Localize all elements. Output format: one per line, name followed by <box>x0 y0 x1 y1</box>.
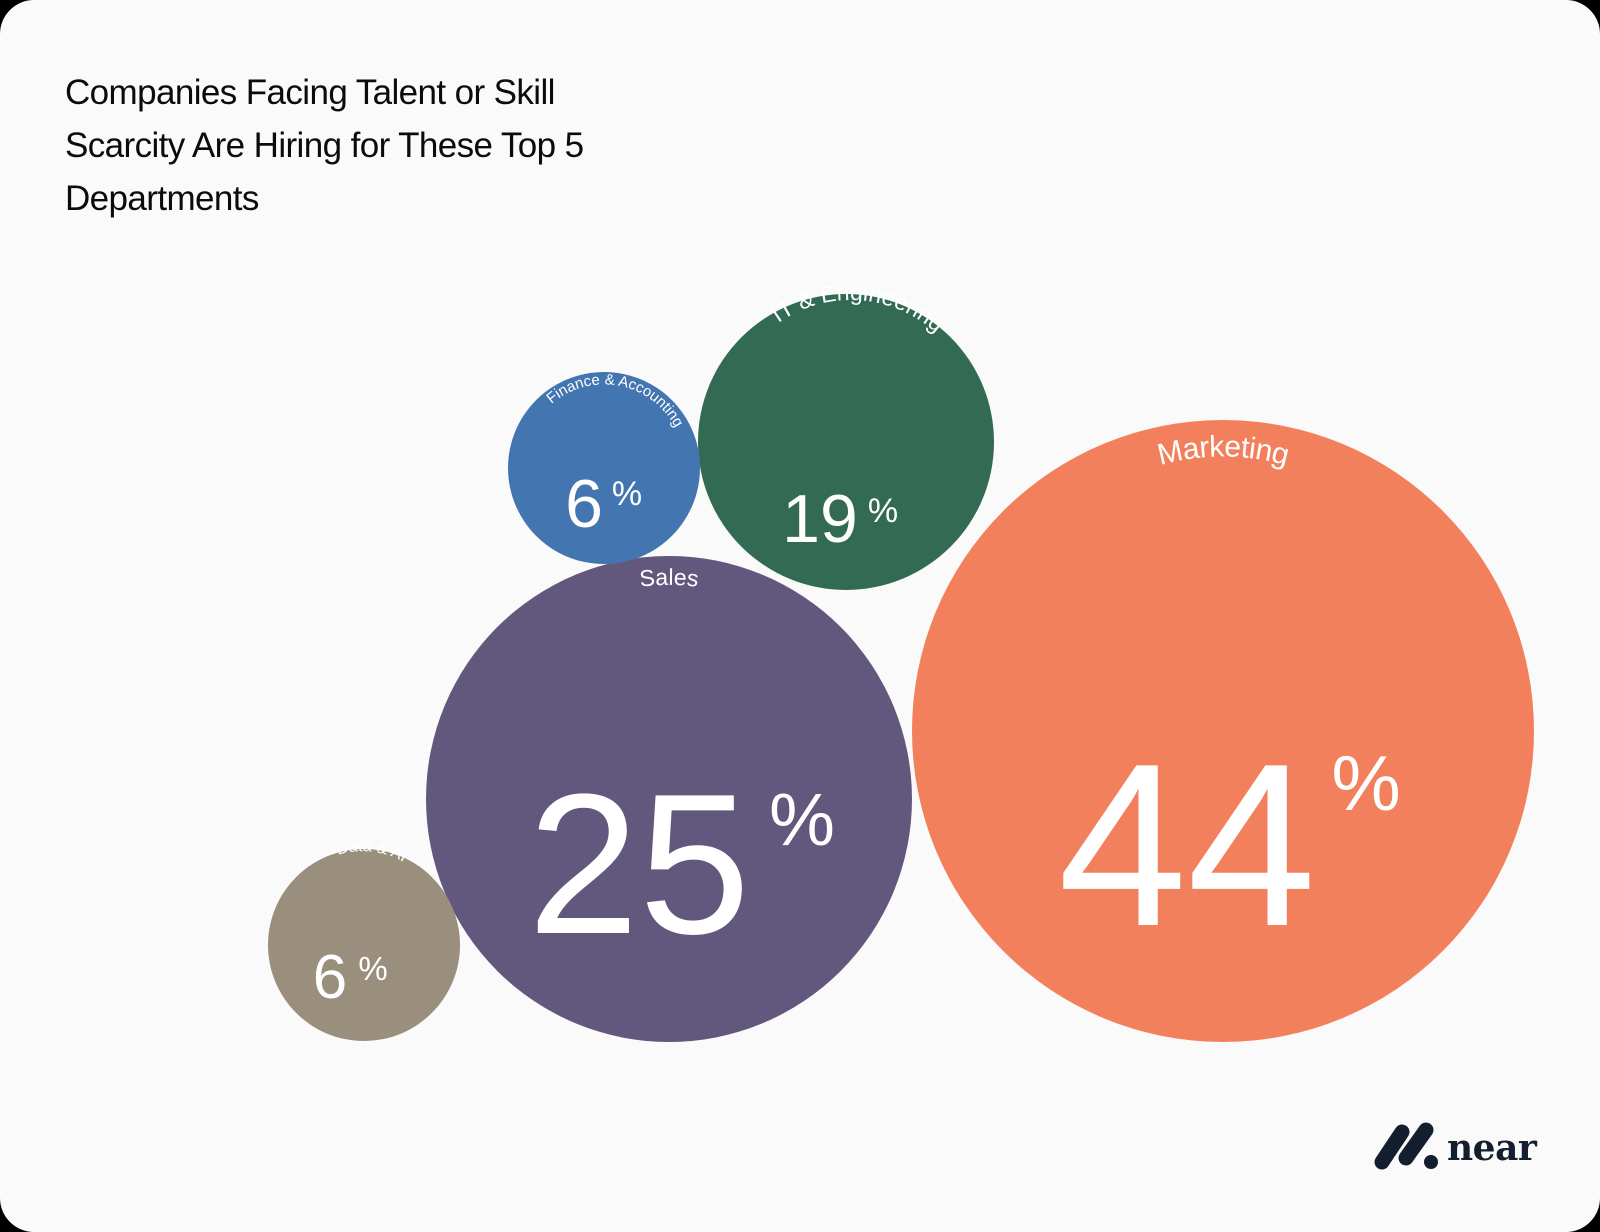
bubble-sales-label: Sales <box>638 564 700 592</box>
bubble-finance-accounting-value: 6 <box>565 466 603 542</box>
bubble-finance-accounting-unit: % <box>612 475 642 513</box>
bubble-marketing-circle <box>912 420 1534 1042</box>
near-logo-icon <box>1374 1122 1438 1170</box>
near-logo-text: near <box>1447 1127 1537 1169</box>
title-line-3: Departments <box>65 179 259 218</box>
bubble-sales-unit: % <box>769 778 835 861</box>
bubble-it-engineering-value: 19 <box>782 481 858 557</box>
chart-title: Companies Facing Talent or Skill Scarcit… <box>65 66 705 225</box>
bubble-sales-value: 25 <box>528 753 750 976</box>
bubble-finance-accounting-circle <box>508 372 700 564</box>
bubble-marketing: Marketing 44 % <box>912 420 1534 1042</box>
bubble-sales-circle <box>426 556 912 1042</box>
title-line-2: Scarcity Are Hiring for These Top 5 <box>65 126 584 165</box>
bubble-it-engineering-circle <box>698 294 994 590</box>
bubble-data-ai-circle <box>268 849 460 1041</box>
title-line-1: Companies Facing Talent or Skill <box>65 73 555 112</box>
bubble-it-engineering: IT & Engineering 19 % <box>698 279 994 590</box>
bubble-finance-accounting: Finance & Accounting 6 % <box>508 371 700 564</box>
bubble-it-engineering-unit: % <box>868 492 898 530</box>
bubble-data-ai-unit: % <box>358 950 387 987</box>
bubble-marketing-value: 44 <box>1058 716 1316 975</box>
bubble-marketing-unit: % <box>1331 739 1400 827</box>
bubble-data-ai: Data & AI 6 % <box>268 838 460 1041</box>
bubble-data-ai-value: 6 <box>313 943 347 1012</box>
bubble-sales: Sales 25 % <box>426 556 912 1042</box>
